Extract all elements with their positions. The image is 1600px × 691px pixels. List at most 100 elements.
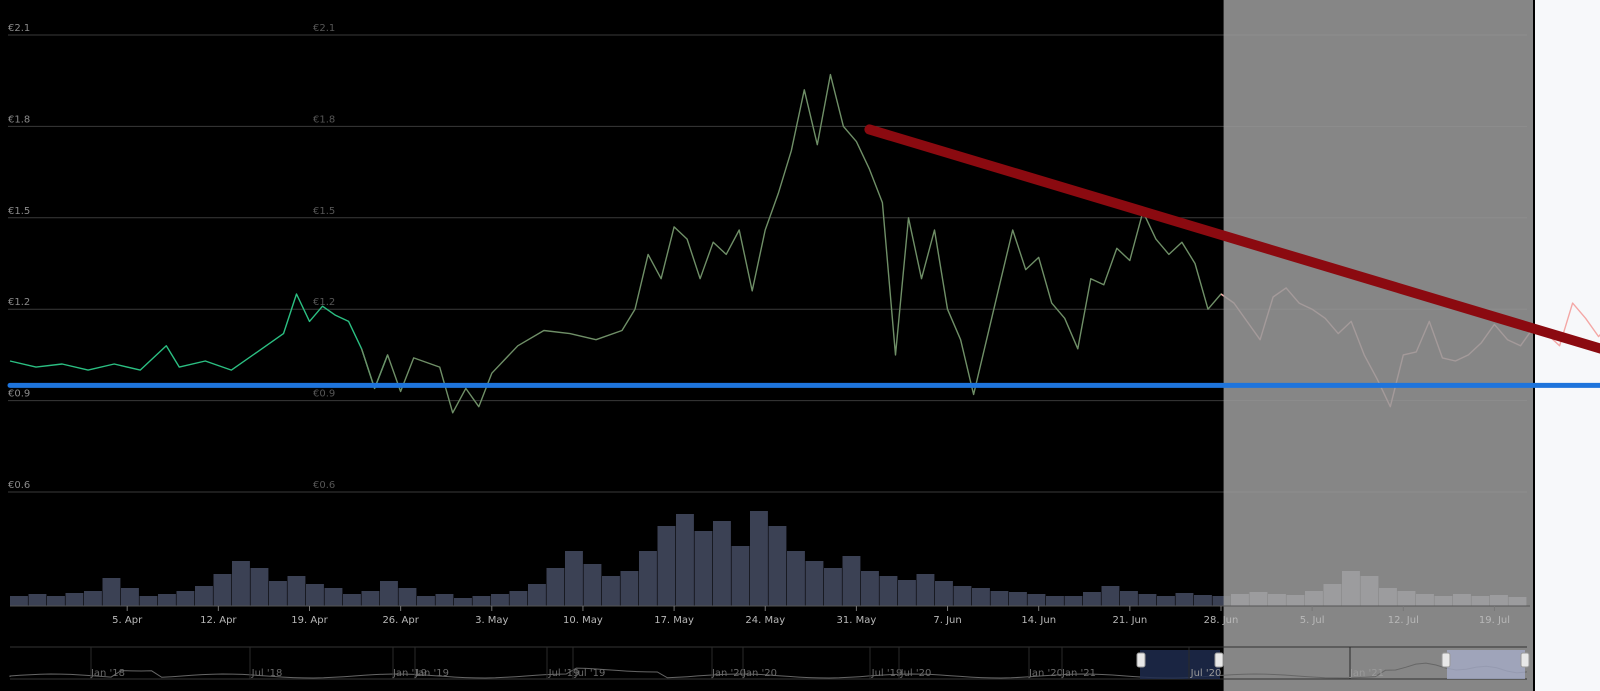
x-tick-label: 14. Jun xyxy=(1021,615,1056,626)
price-line xyxy=(9,293,389,390)
x-tick-label: 31. May xyxy=(837,615,877,626)
volume-bar xyxy=(1083,592,1101,606)
y-tick-label: €1.5 xyxy=(313,206,335,217)
volume-bar xyxy=(343,594,361,606)
x-tick-label: 7. Jun xyxy=(933,615,961,626)
x-tick-label: 24. May xyxy=(745,615,785,626)
volume-bar xyxy=(139,596,158,606)
volume-bar xyxy=(565,551,583,606)
volume-bar xyxy=(972,588,990,606)
volume-bar xyxy=(361,591,380,606)
y-tick-label: €1.8 xyxy=(313,114,335,125)
x-tick-label: 3. May xyxy=(475,615,508,626)
volume-bar xyxy=(824,568,842,606)
navigator-label: Jan '18 xyxy=(90,668,125,679)
volume-bar xyxy=(713,521,731,606)
volume-bar xyxy=(398,588,417,606)
price-line xyxy=(360,73,1235,414)
volume-bar xyxy=(158,594,176,606)
x-tick-label: 5. Jul xyxy=(1300,615,1325,626)
volume-bar xyxy=(768,526,787,606)
volume-bar xyxy=(1212,596,1231,606)
navigator-label: Jul '20 xyxy=(1190,668,1222,679)
volume-bar xyxy=(639,551,657,606)
volume-bar xyxy=(472,596,491,606)
navigator-window[interactable] xyxy=(1140,650,1220,679)
x-tick-label: 12. Jul xyxy=(1388,615,1419,626)
navigator-label: Jan '19 xyxy=(414,668,449,679)
volume-bar xyxy=(953,586,972,606)
volume-bar xyxy=(879,576,898,606)
navigator-handle[interactable] xyxy=(1520,652,1530,668)
y-tick-label: €0.9 xyxy=(313,389,335,400)
volume-bar xyxy=(1138,594,1157,606)
y-tick-label: €1.8 xyxy=(8,114,30,125)
navigator-label: Jan '20 xyxy=(742,668,777,679)
trendlines[interactable] xyxy=(7,124,1600,388)
volume-bar xyxy=(1009,592,1027,606)
navigator-window-hidden[interactable] xyxy=(1447,650,1525,679)
volume-bar xyxy=(491,594,509,606)
volume-bar xyxy=(287,576,306,606)
navigator-handle[interactable] xyxy=(1136,652,1146,668)
volume-bar xyxy=(602,576,620,606)
volume-bar xyxy=(324,588,343,606)
x-tick-label: 5. Apr xyxy=(112,615,143,626)
x-tick-label: 21. Jun xyxy=(1112,615,1147,626)
y-tick-label: €2.1 xyxy=(8,23,30,34)
x-tick-label: 19. Apr xyxy=(291,615,328,626)
volume-bar xyxy=(509,591,528,606)
volume-bar xyxy=(121,588,139,606)
volume-bar xyxy=(269,581,287,606)
volume-bar xyxy=(842,556,861,606)
volume-bar xyxy=(731,546,750,606)
navigator-label: Jul '19 xyxy=(871,668,903,679)
volume-bar xyxy=(102,578,121,606)
navigator-label: Jul '19 xyxy=(574,668,606,679)
navigator-series xyxy=(9,662,1528,679)
volume-bar xyxy=(195,586,213,606)
volume-bar xyxy=(454,598,472,606)
volume-bar xyxy=(787,551,805,606)
volume-bar xyxy=(47,596,65,606)
navigator-label: Jan '21 xyxy=(1061,668,1096,679)
volume-bar xyxy=(250,568,269,606)
volume-bar xyxy=(1101,586,1120,606)
navigator-label: Jan '20 xyxy=(711,668,746,679)
y-tick-label: €0.6 xyxy=(313,480,335,491)
resistance-trendline[interactable] xyxy=(864,124,1600,379)
volume-bar xyxy=(1064,596,1083,606)
volume-bar xyxy=(1157,596,1175,606)
navigator-label: Jul '18 xyxy=(251,668,283,679)
volume-bar xyxy=(935,581,953,606)
navigator-handle[interactable] xyxy=(1214,652,1224,668)
volume-bar xyxy=(916,574,935,606)
navigator-label: Jul '20 xyxy=(900,668,932,679)
volume-bar xyxy=(380,581,398,606)
volume-bar xyxy=(213,574,232,606)
y-tick-label: €2.1 xyxy=(313,23,335,34)
volume-bar xyxy=(528,584,546,606)
volume-bar xyxy=(232,561,250,606)
volume-bar xyxy=(417,596,435,606)
volume-bar xyxy=(65,593,84,606)
volume-bar xyxy=(1027,594,1046,606)
x-tick-label: 17. May xyxy=(654,615,694,626)
x-axis: 5. Apr 12. Apr 19. Apr 26. Apr 3. May 10. May… xyxy=(112,606,1510,626)
hidden-region-overlay xyxy=(1223,0,1533,691)
volume-bar xyxy=(1120,591,1138,606)
x-tick-label: 28. Jun xyxy=(1204,615,1239,626)
y-tick-label: €1.5 xyxy=(8,206,30,217)
volume-bar xyxy=(1194,595,1212,606)
x-tick-label: 26. Apr xyxy=(382,615,419,626)
volume-bar xyxy=(861,571,879,606)
volume-bar xyxy=(28,594,47,606)
volume-bar xyxy=(306,584,324,606)
volume-bar xyxy=(435,594,454,606)
volume-bar xyxy=(657,526,676,606)
navigator-handle[interactable] xyxy=(1441,652,1451,668)
y-axis-duplicate: €2.1 €1.8 €1.5 €1.2 €0.9 €0.6 xyxy=(313,23,335,491)
volume-bar xyxy=(620,571,639,606)
volume-bar xyxy=(84,591,102,606)
